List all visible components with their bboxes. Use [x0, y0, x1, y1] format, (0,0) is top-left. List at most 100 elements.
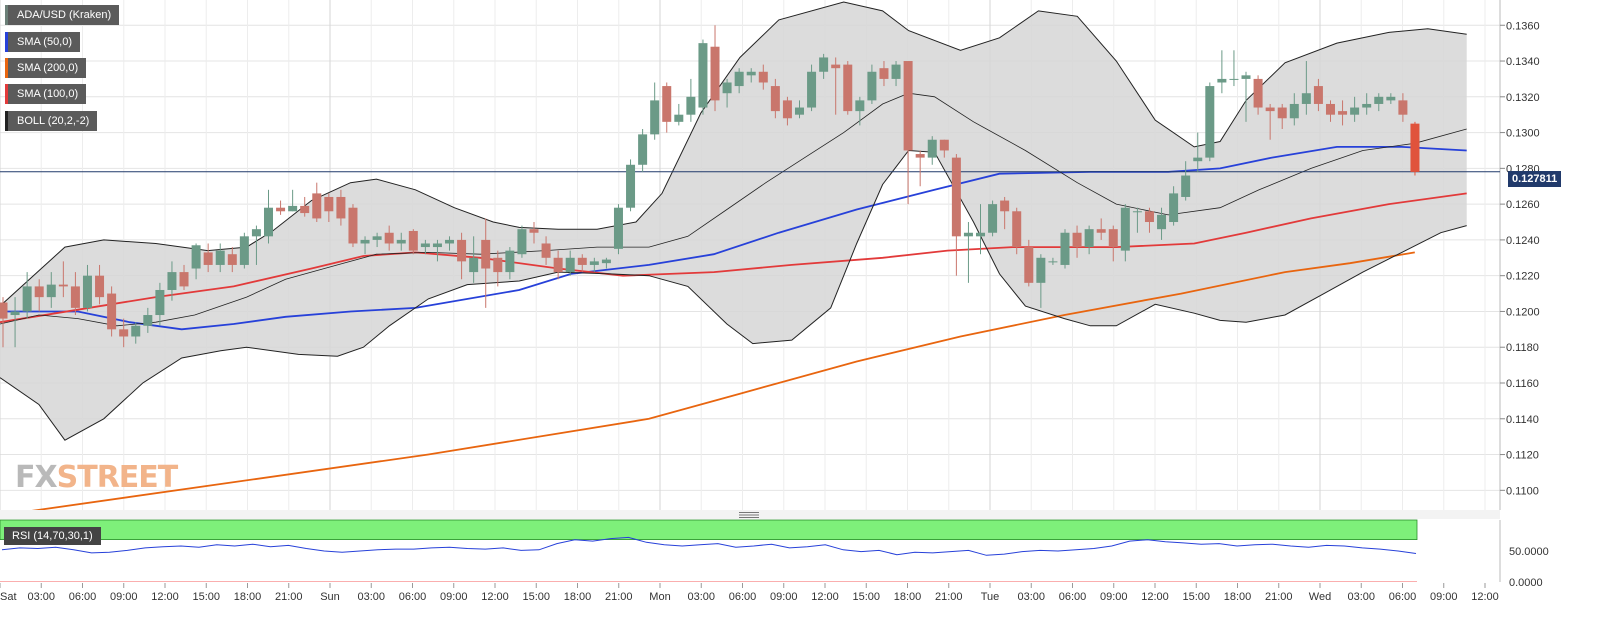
candle-body [891, 64, 901, 79]
candle [70, 272, 80, 316]
y-tick-label: 0.1360 [1506, 20, 1540, 32]
candle [469, 236, 479, 283]
x-tick-label: 03:00 [27, 591, 55, 603]
candle [843, 61, 853, 115]
candle-body [951, 157, 961, 237]
x-tick-label: 21:00 [605, 591, 633, 603]
candle [1217, 50, 1227, 94]
x-tick-label: 12:00 [481, 591, 509, 603]
candle-body [807, 71, 817, 108]
x-tick-label: 09:00 [110, 591, 138, 603]
candle-body [300, 205, 310, 214]
candle-body [1060, 232, 1070, 265]
candle-body [638, 134, 648, 165]
x-tick-label: 06:00 [1059, 591, 1087, 603]
y-tick-label: 0.1320 [1506, 92, 1540, 104]
candle-body [915, 154, 925, 158]
candle-body [1241, 75, 1251, 79]
candle [1000, 196, 1010, 230]
candle [276, 200, 286, 215]
candle-body [239, 236, 249, 265]
bollinger-fill [0, 2, 1467, 441]
candle [251, 225, 261, 265]
x-tick-label: 12:00 [1141, 591, 1169, 603]
candle-body [457, 239, 467, 262]
candle-body [1265, 107, 1275, 112]
watermark-fx: FX [15, 460, 58, 495]
y-tick-label: 0.1300 [1506, 128, 1540, 140]
candle-body [1120, 207, 1130, 251]
current-price-label: 0.127811 [1508, 171, 1562, 187]
candle [638, 129, 648, 172]
candle [976, 204, 986, 255]
candle [372, 232, 382, 248]
candle [686, 78, 696, 122]
candle [1398, 93, 1408, 122]
candle-body [1157, 214, 1167, 230]
x-tick-label: 18:00 [894, 591, 922, 603]
candle [119, 318, 129, 348]
candle-body [263, 207, 273, 237]
legend-item-0[interactable]: ADA/USD (Kraken) [5, 5, 120, 25]
rsi-panel: 50.0000 0.0000 [0, 519, 1549, 589]
candle-body [976, 232, 986, 237]
candle-body [1036, 257, 1046, 283]
candle-body [481, 239, 491, 269]
candle [1410, 121, 1420, 176]
candle-body [517, 229, 527, 255]
candle [794, 100, 804, 119]
candle-body [1253, 78, 1263, 108]
legend-item-3[interactable]: SMA (100,0) [5, 84, 87, 104]
rsi-legend-label[interactable]: RSI (14,70,30,1) [4, 527, 101, 545]
rsi-line [1, 536, 1417, 556]
y-tick-label: 0.1220 [1506, 271, 1540, 283]
candle [1144, 207, 1154, 233]
candle-body [179, 272, 189, 287]
candle [1241, 71, 1251, 122]
candle-body [1325, 103, 1335, 115]
candle [396, 232, 406, 251]
candle-body [58, 284, 68, 287]
x-tick-label: 18:00 [234, 591, 262, 603]
candle-body [493, 257, 503, 273]
candle-body [1084, 229, 1094, 248]
candle-body [82, 275, 92, 308]
price-axis: 0.13600.13400.13200.13000.12800.12600.12… [0, 20, 1540, 519]
candle-body [1410, 123, 1420, 172]
candle [46, 272, 56, 308]
candle-body [855, 100, 865, 112]
candle-body [1012, 211, 1022, 248]
candle [734, 68, 744, 94]
candle [722, 78, 732, 108]
candle [1265, 103, 1275, 140]
x-tick-label: 06:00 [729, 591, 757, 603]
candle [939, 139, 949, 158]
candle-body [843, 64, 853, 112]
x-tick-label: 15:00 [1182, 591, 1210, 603]
candle [1362, 93, 1372, 115]
candle-body [927, 139, 937, 158]
candle [1374, 93, 1384, 112]
candle [1338, 100, 1348, 126]
candle-body [107, 293, 117, 330]
x-tick-label: 15:00 [192, 591, 220, 603]
legend-item-2[interactable]: SMA (200,0) [5, 58, 87, 78]
candle-body [1350, 107, 1360, 115]
candle-body [553, 257, 563, 273]
candle [215, 243, 225, 273]
legend-item-1[interactable]: SMA (50,0) [5, 32, 81, 52]
candle-body [469, 257, 479, 273]
candle [203, 243, 213, 273]
candle [155, 282, 165, 326]
candle-body [1338, 111, 1348, 115]
legend-item-4[interactable]: BOLL (20,2,-2) [5, 111, 98, 131]
x-tick-label: Wed [1309, 591, 1331, 603]
candle [1313, 78, 1323, 112]
candle [807, 64, 817, 112]
x-tick-label: 06:00 [399, 591, 427, 603]
candle [601, 257, 611, 269]
candle-body [408, 230, 418, 251]
candle [577, 254, 587, 273]
candle [445, 236, 455, 251]
